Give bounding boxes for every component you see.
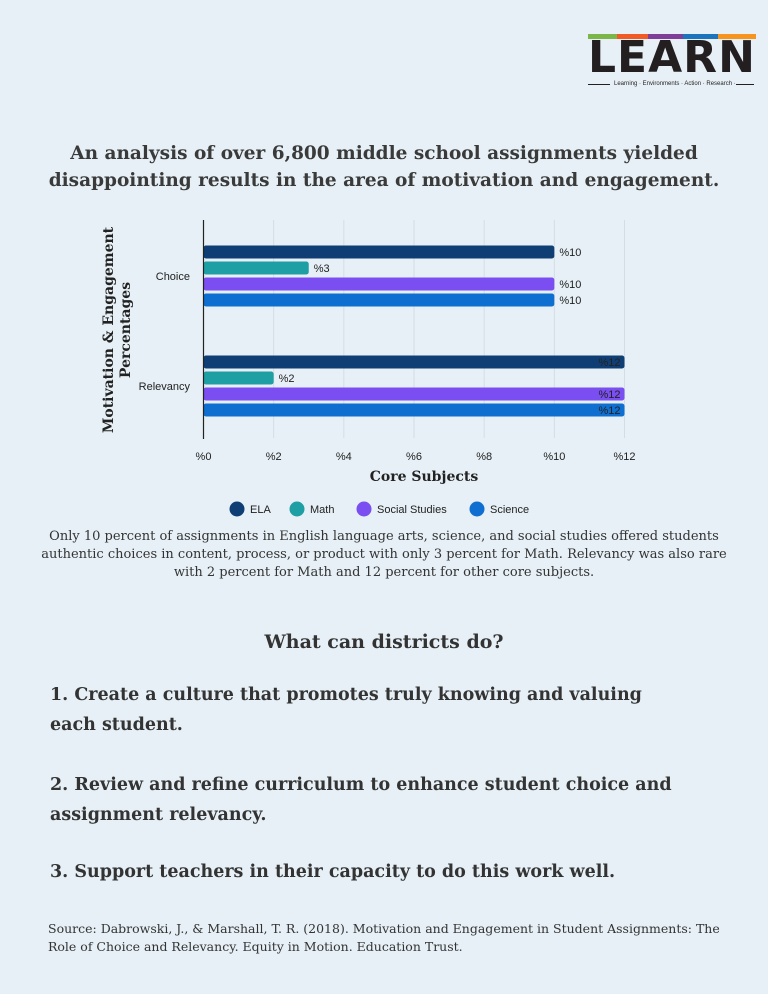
summary-text: Only 10 percent of assignments in Englis… [41,529,727,580]
chart-bars [203,245,625,417]
logo-letter-l: L [588,32,618,83]
logo-rule-right [736,84,754,85]
data-label: %12 [599,405,621,417]
logo-letter-e: E [617,32,649,83]
legend-label-math: Math [310,504,334,516]
category-label: Relevancy [139,381,191,393]
bar-chart: %10 %3 %10 %10 %12 %2 %12 %12 Choice Relevancy %… [101,220,636,517]
bar-relevancy-science [203,403,625,417]
chart-legend: ELA Math Social Studies Science [229,501,529,517]
chart-x-tick-labels: %0 %2 %4 %6 %8 %10 %12 [196,451,636,463]
data-label: %10 [559,295,581,307]
bar-relevancy-math [203,371,274,385]
data-label: %10 [559,279,581,291]
x-tick-label: %8 [476,451,492,463]
bar-relevancy-social-studies [203,387,625,401]
logo-letter-a: A [648,32,684,83]
source-citation: Source: Dabrowski, J., & Marshall, T. R.… [48,921,720,954]
chart-category-labels: Choice Relevancy [139,271,191,393]
bar-choice-math [203,261,309,275]
legend-swatch-ela [229,501,245,517]
logo-rule-left [588,84,610,85]
learn-logo: LEARN Learning · Environments · Action ·… [588,34,760,94]
bar-choice-ela [203,245,555,259]
legend-label-ela: ELA [250,504,271,516]
action-item-2: 2. Review and refine curriculum to enhan… [50,775,672,825]
data-label: %12 [599,357,621,369]
data-label: %10 [559,247,581,259]
y-axis-title-text: Motivation & EngagementPercentages [101,226,134,433]
action-item-1: 1. Create a culture that promotes truly … [50,685,642,735]
logo-wordmark: LEARN [588,34,756,81]
data-label: %2 [279,373,295,385]
legend-swatch-science [469,501,485,517]
headline: An analysis of over 6,800 middle school … [48,143,720,191]
legend-swatch-social-studies [356,501,372,517]
action-item-3: 3. Support teachers in their capacity to… [50,862,616,882]
category-label: Choice [156,271,190,283]
legend-swatch-math [289,501,305,517]
x-tick-label: %4 [336,451,352,463]
x-tick-label: %2 [266,451,282,463]
x-tick-label: %12 [613,451,635,463]
bar-choice-social-studies [203,277,555,291]
section-heading: What can districts do? [264,631,504,653]
chart-data-labels: %10 %3 %10 %10 %12 %2 %12 %12 [279,247,621,417]
y-axis-title: Motivation & EngagementPercentages [101,226,134,433]
x-tick-label: %6 [406,451,422,463]
logo-tagline: Learning · Environments · Action · Resea… [614,81,736,87]
data-label: %3 [314,263,330,275]
legend-label-social-studies: Social Studies [377,504,447,516]
bar-choice-science [203,293,555,307]
x-axis-title: Core Subjects [370,469,479,485]
x-tick-label: %0 [196,451,212,463]
logo-letter-n: N [718,32,756,83]
data-label: %12 [599,389,621,401]
legend-label-science: Science [490,504,529,516]
logo-letter-r: R [683,32,719,83]
bar-relevancy-ela [203,355,625,369]
x-tick-label: %10 [543,451,565,463]
